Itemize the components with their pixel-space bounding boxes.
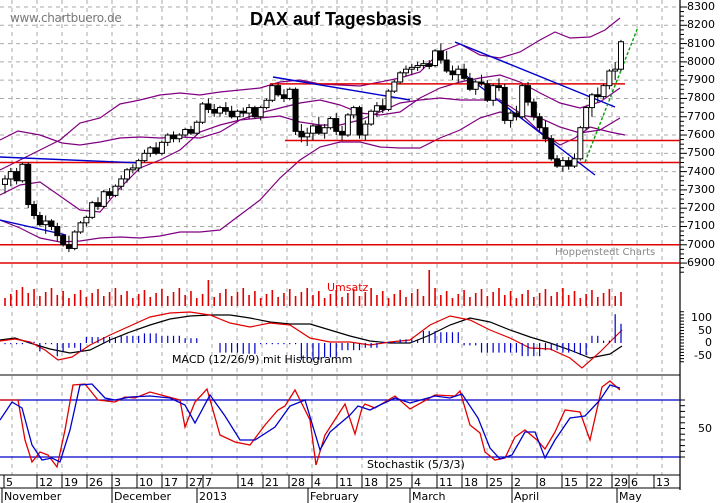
- date-tick-label: 27: [189, 476, 203, 489]
- stochastic-label: Stochastik (5/3/3): [367, 458, 465, 471]
- watermark: www.chartbuero.de: [10, 11, 122, 25]
- date-tick-label: 12: [39, 476, 53, 489]
- date-tick-label: 29: [614, 476, 628, 489]
- date-tick-label: 8: [539, 476, 546, 489]
- macd-label: MACD (12/26/9) mit Histogramm: [172, 353, 353, 366]
- date-tick-label: 21: [265, 476, 279, 489]
- price-tick-label: 7900: [687, 73, 715, 87]
- macd-tick-label: 50: [698, 323, 712, 337]
- price-tick-label: 7200: [687, 201, 715, 215]
- support-resistance-lines: [0, 83, 680, 264]
- volume-label: Umsatz: [327, 281, 369, 294]
- date-tick-label: 11: [439, 476, 453, 489]
- date-tick-label: 25: [489, 476, 503, 489]
- date-tick-label: 2: [514, 476, 521, 489]
- source-label: Hoppenstedt Charts: [555, 247, 656, 258]
- price-tick-label: 7600: [687, 128, 715, 142]
- grid-lines: [0, 0, 680, 475]
- price-tick-label: 8300: [687, 0, 715, 13]
- date-tick-label: 25: [389, 476, 403, 489]
- price-tick-label: 8200: [687, 18, 715, 32]
- month-label: December: [114, 490, 172, 503]
- stochastic-panel: [0, 380, 680, 469]
- date-tick-label: 7: [205, 476, 212, 489]
- date-tick-label: 15: [564, 476, 578, 489]
- axis-ticks: [1, 6, 687, 503]
- date-tick-label: 13: [656, 476, 670, 489]
- date-tick-label: 11: [339, 476, 353, 489]
- month-label: March: [412, 490, 446, 503]
- volume-bars: [4, 270, 622, 306]
- macd-tick-label: 100: [691, 311, 712, 324]
- price-tick-label: 6900: [687, 256, 715, 270]
- date-tick-label: 6: [631, 476, 638, 489]
- price-tick-label: 8100: [687, 36, 715, 50]
- date-tick-label: 17: [164, 476, 178, 489]
- macd-tick-label: -50: [694, 348, 712, 362]
- price-tick-label: 7100: [687, 219, 715, 233]
- price-tick-label: 7500: [687, 146, 715, 160]
- chart-title: DAX auf Tagesbasis: [250, 9, 422, 29]
- price-tick-label: 8000: [687, 54, 715, 68]
- month-label: May: [619, 490, 642, 503]
- date-tick-label: 28: [291, 476, 305, 489]
- price-tick-label: 7400: [687, 164, 715, 178]
- macd-panel: [0, 311, 623, 369]
- date-tick-label: 26: [89, 476, 103, 489]
- date-tick-label: 18: [364, 476, 378, 489]
- price-tick-label: 7300: [687, 182, 715, 196]
- date-tick-label: 5: [6, 476, 13, 489]
- date-tick-label: 4: [314, 476, 321, 489]
- month-label: November: [4, 490, 62, 503]
- price-tick-label: 7800: [687, 91, 715, 105]
- macd-tick-label: 0: [705, 336, 712, 349]
- date-tick-label: 22: [589, 476, 603, 489]
- month-label: April: [514, 490, 540, 503]
- stoch-tick-label: 50: [698, 421, 712, 435]
- month-label: 2013: [199, 490, 227, 503]
- month-label: February: [310, 490, 359, 503]
- date-tick-label: 19: [64, 476, 78, 489]
- date-tick-label: 14: [240, 476, 254, 489]
- date-tick-label: 18: [464, 476, 478, 489]
- price-tick-label: 7000: [687, 237, 715, 251]
- price-tick-label: 7700: [687, 109, 715, 123]
- date-tick-label: 3: [114, 476, 121, 489]
- date-tick-label: 4: [414, 476, 421, 489]
- candlesticks: [2, 39, 624, 253]
- date-tick-label: 10: [139, 476, 153, 489]
